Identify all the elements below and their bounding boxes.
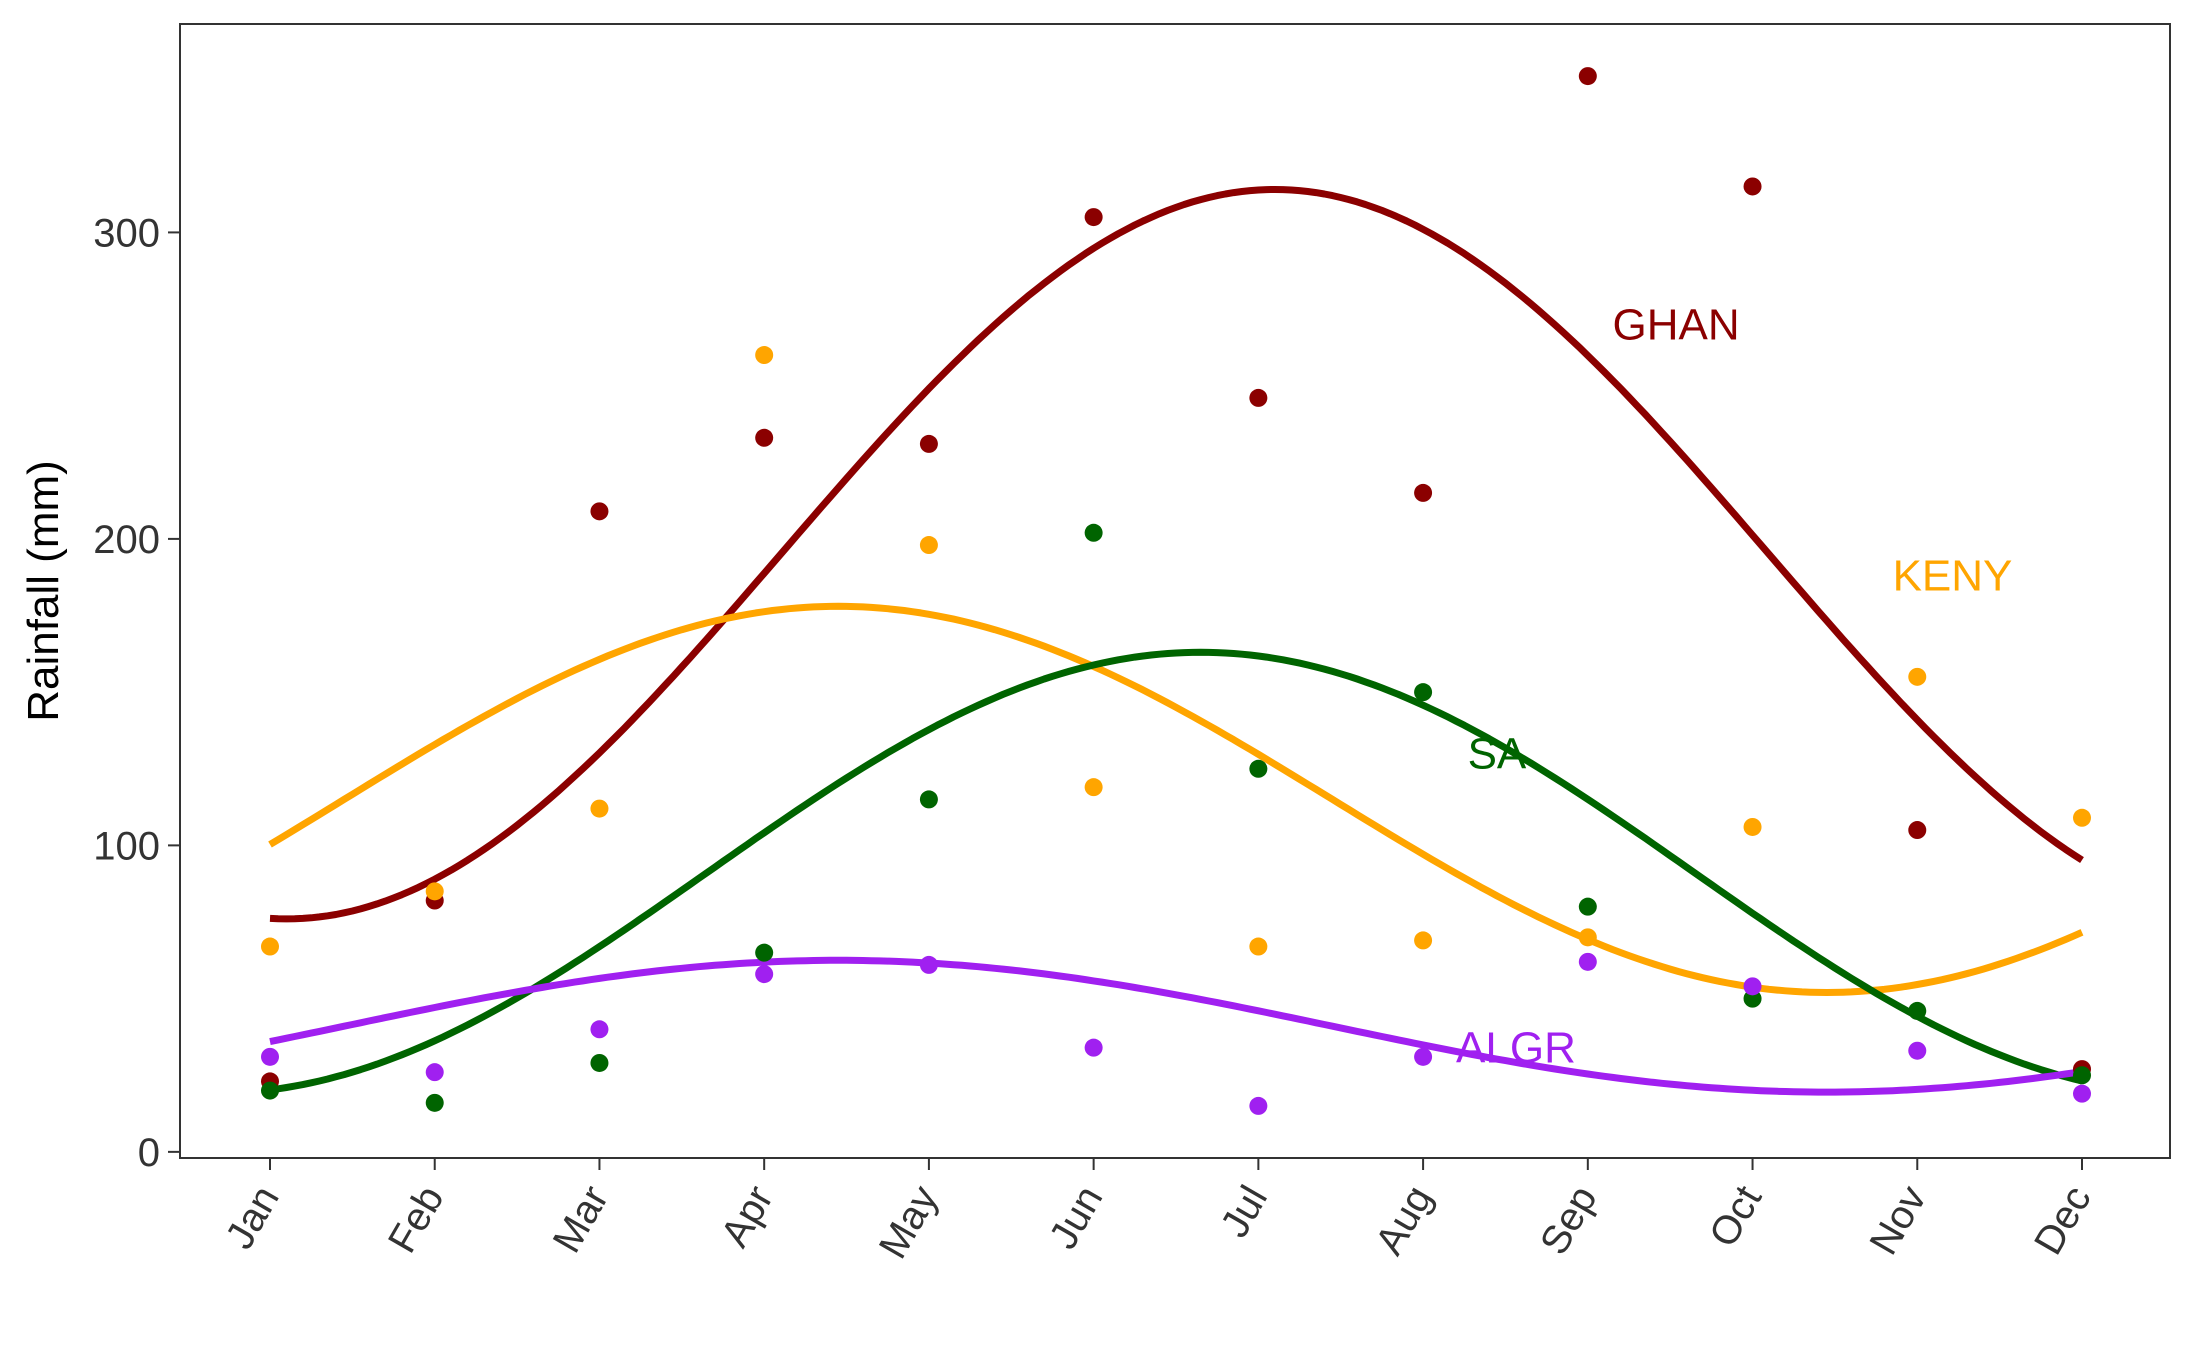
data-point-algr xyxy=(2073,1084,2091,1103)
x-tick-label: Aug xyxy=(1367,1179,1441,1263)
data-point-algr xyxy=(1249,1096,1268,1115)
data-point-ghan xyxy=(1743,177,1762,196)
y-tick-label: 300 xyxy=(93,211,160,255)
y-tick-label: 0 xyxy=(138,1131,160,1175)
x-tick-label: Apr xyxy=(713,1179,782,1255)
x-tick-label: Nov xyxy=(1861,1179,1935,1263)
data-point-ghan xyxy=(1414,483,1433,502)
data-point-algr xyxy=(1743,977,1762,996)
data-point-keny xyxy=(1414,931,1433,950)
y-axis: 0 100 200 300 xyxy=(93,211,180,1175)
x-tick-label: Feb xyxy=(380,1179,453,1261)
trend-line-keny xyxy=(268,602,2084,996)
data-point-ghan xyxy=(919,434,938,453)
x-tick-label: Jun xyxy=(1041,1179,1111,1257)
data-point-sa xyxy=(755,943,774,962)
data-point-keny xyxy=(1084,778,1103,797)
data-point-ghan xyxy=(755,428,774,447)
data-point-keny xyxy=(1578,928,1597,947)
y-tick-label: 200 xyxy=(93,518,160,562)
data-point-algr xyxy=(755,965,774,984)
data-point-keny xyxy=(755,346,774,365)
x-tick-label: Mar xyxy=(545,1179,618,1261)
data-point-algr xyxy=(1578,952,1597,971)
data-point-sa xyxy=(1249,759,1268,778)
x-tick-label: Jul xyxy=(1212,1179,1276,1245)
series-label-sa: SA xyxy=(1468,729,1527,778)
trend-line-algr xyxy=(269,956,2083,1096)
data-point-sa xyxy=(1414,683,1433,702)
data-point-keny xyxy=(261,937,279,956)
data-point-algr xyxy=(919,955,938,974)
data-point-sa xyxy=(425,1093,444,1112)
x-tick-label: May xyxy=(871,1179,947,1266)
data-point-ghan xyxy=(1084,208,1103,227)
series-labels: GHAN KENY SA ALGR xyxy=(1456,300,2012,1072)
x-tick-label: Sep xyxy=(1532,1179,1606,1263)
data-point-sa xyxy=(1084,523,1103,542)
data-point-ghan xyxy=(1249,388,1268,407)
x-tick-label: Jan xyxy=(217,1179,287,1257)
data-point-keny xyxy=(1743,817,1762,836)
series-label-algr: ALGR xyxy=(1456,1024,1576,1073)
x-axis: Jan Feb Mar Apr May Jun Jul Aug Sep Oct Nov Dec xyxy=(217,1158,2100,1266)
data-point-algr xyxy=(1908,1041,1927,1060)
y-axis-title: Rainfall (mm) xyxy=(19,460,68,722)
data-point-keny xyxy=(590,799,609,818)
data-point-sa xyxy=(1908,1001,1927,1020)
trend-line-ghan xyxy=(269,186,2084,923)
y-tick-label: 100 xyxy=(93,824,160,868)
data-point-algr xyxy=(425,1063,444,1082)
data-point-sa xyxy=(1578,897,1597,916)
panel-frame xyxy=(179,23,2171,1159)
data-point-sa xyxy=(590,1053,609,1072)
data-point-ghan xyxy=(590,502,609,521)
data-point-algr xyxy=(590,1020,609,1039)
x-tick-label: Oct xyxy=(1701,1179,1770,1255)
data-point-keny xyxy=(919,536,938,555)
data-point-sa xyxy=(261,1081,279,1100)
x-tick-label: Dec xyxy=(2026,1179,2100,1263)
data-point-algr xyxy=(261,1047,279,1066)
trend-curves xyxy=(268,186,2084,1096)
data-point-keny xyxy=(425,882,444,901)
data-point-algr xyxy=(1084,1038,1103,1057)
series-label-keny: KENY xyxy=(1893,552,2013,601)
data-point-keny xyxy=(1908,667,1927,686)
data-point-sa xyxy=(2073,1066,2091,1085)
data-point-keny xyxy=(2073,808,2091,827)
series-label-ghan: GHAN xyxy=(1613,300,1740,349)
data-point-keny xyxy=(1249,937,1268,956)
data-point-ghan xyxy=(1578,67,1597,86)
data-point-ghan xyxy=(1908,821,1927,840)
trend-line-sa xyxy=(269,648,2083,1094)
data-point-algr xyxy=(1414,1047,1433,1066)
data-points xyxy=(261,67,2091,1115)
data-point-sa xyxy=(919,790,938,809)
